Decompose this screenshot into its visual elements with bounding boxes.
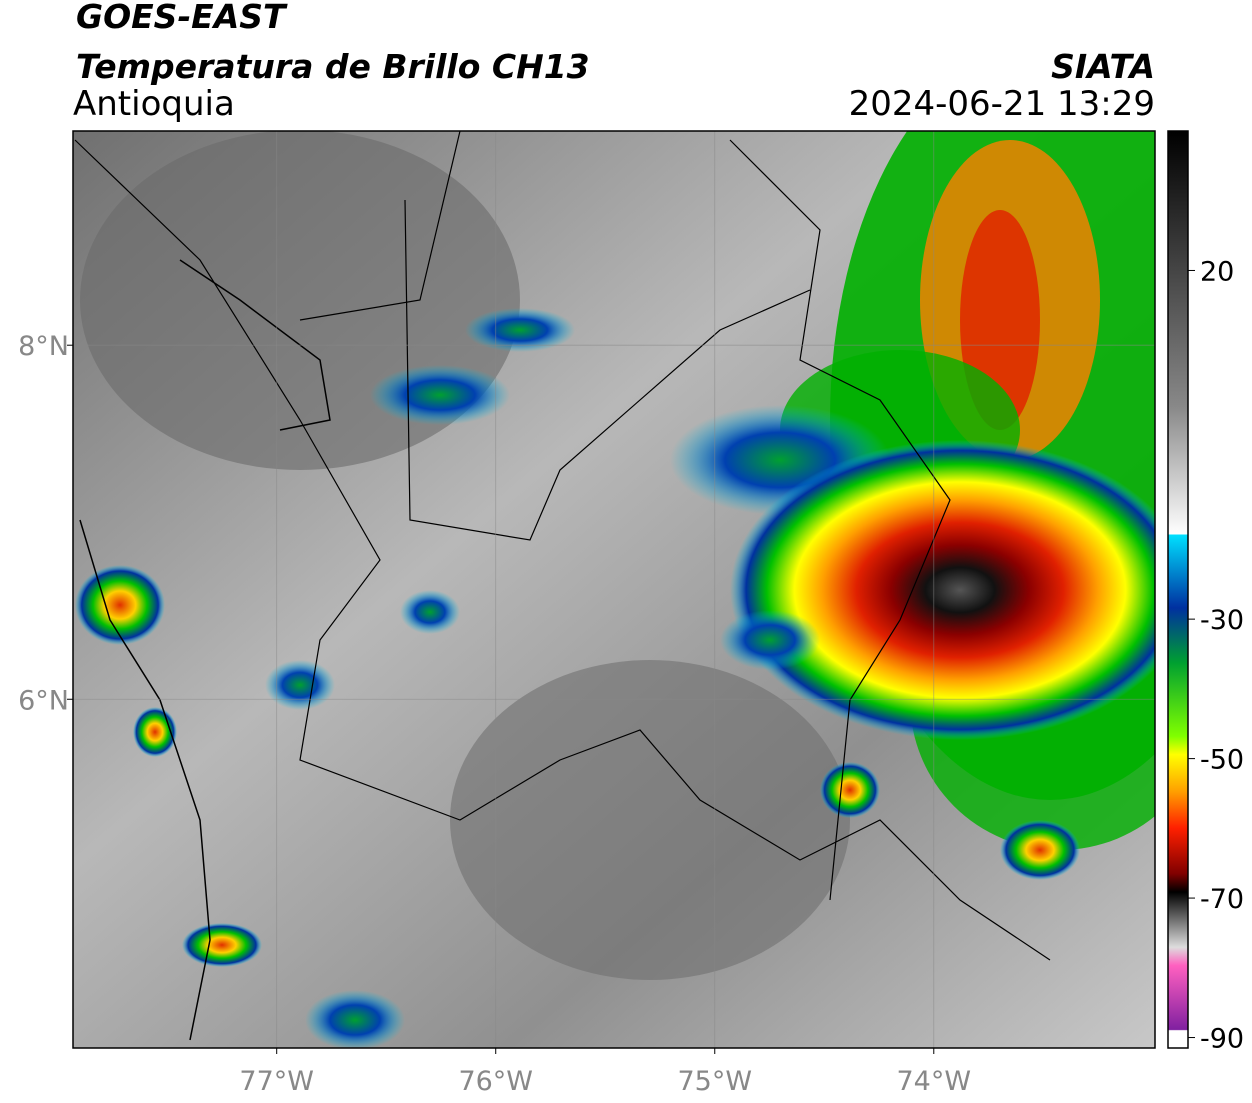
region-label: Antioquia [73, 84, 235, 124]
colorbar-tick-label: -30 [1200, 605, 1244, 636]
source-label: SIATA [1051, 47, 1155, 86]
colorbar-tick-label: -50 [1200, 745, 1244, 776]
x-tick-label: 77°W [239, 1066, 314, 1097]
y-tick-label: 6°N [18, 685, 69, 716]
grid [73, 131, 1155, 1048]
y-tick-label: 8°N [18, 331, 69, 362]
x-tick-label: 76°W [458, 1066, 533, 1097]
colorbar [1167, 130, 1189, 1049]
map-frame [72, 130, 1156, 1049]
x-tick-label: 75°W [677, 1066, 752, 1097]
satellite-image [73, 131, 1155, 1048]
colorbar-tick-label: 20 [1200, 256, 1234, 287]
colorbar-tick-label: -70 [1200, 884, 1244, 915]
x-tick-label: 74°W [897, 1066, 972, 1097]
product-title: Temperatura de Brillo CH13 [76, 47, 590, 86]
datetime-label: 2024-06-21 13:29 [849, 84, 1155, 124]
colorbar-tick-label: -90 [1200, 1024, 1244, 1055]
satellite-title: GOES-EAST [76, 0, 288, 36]
